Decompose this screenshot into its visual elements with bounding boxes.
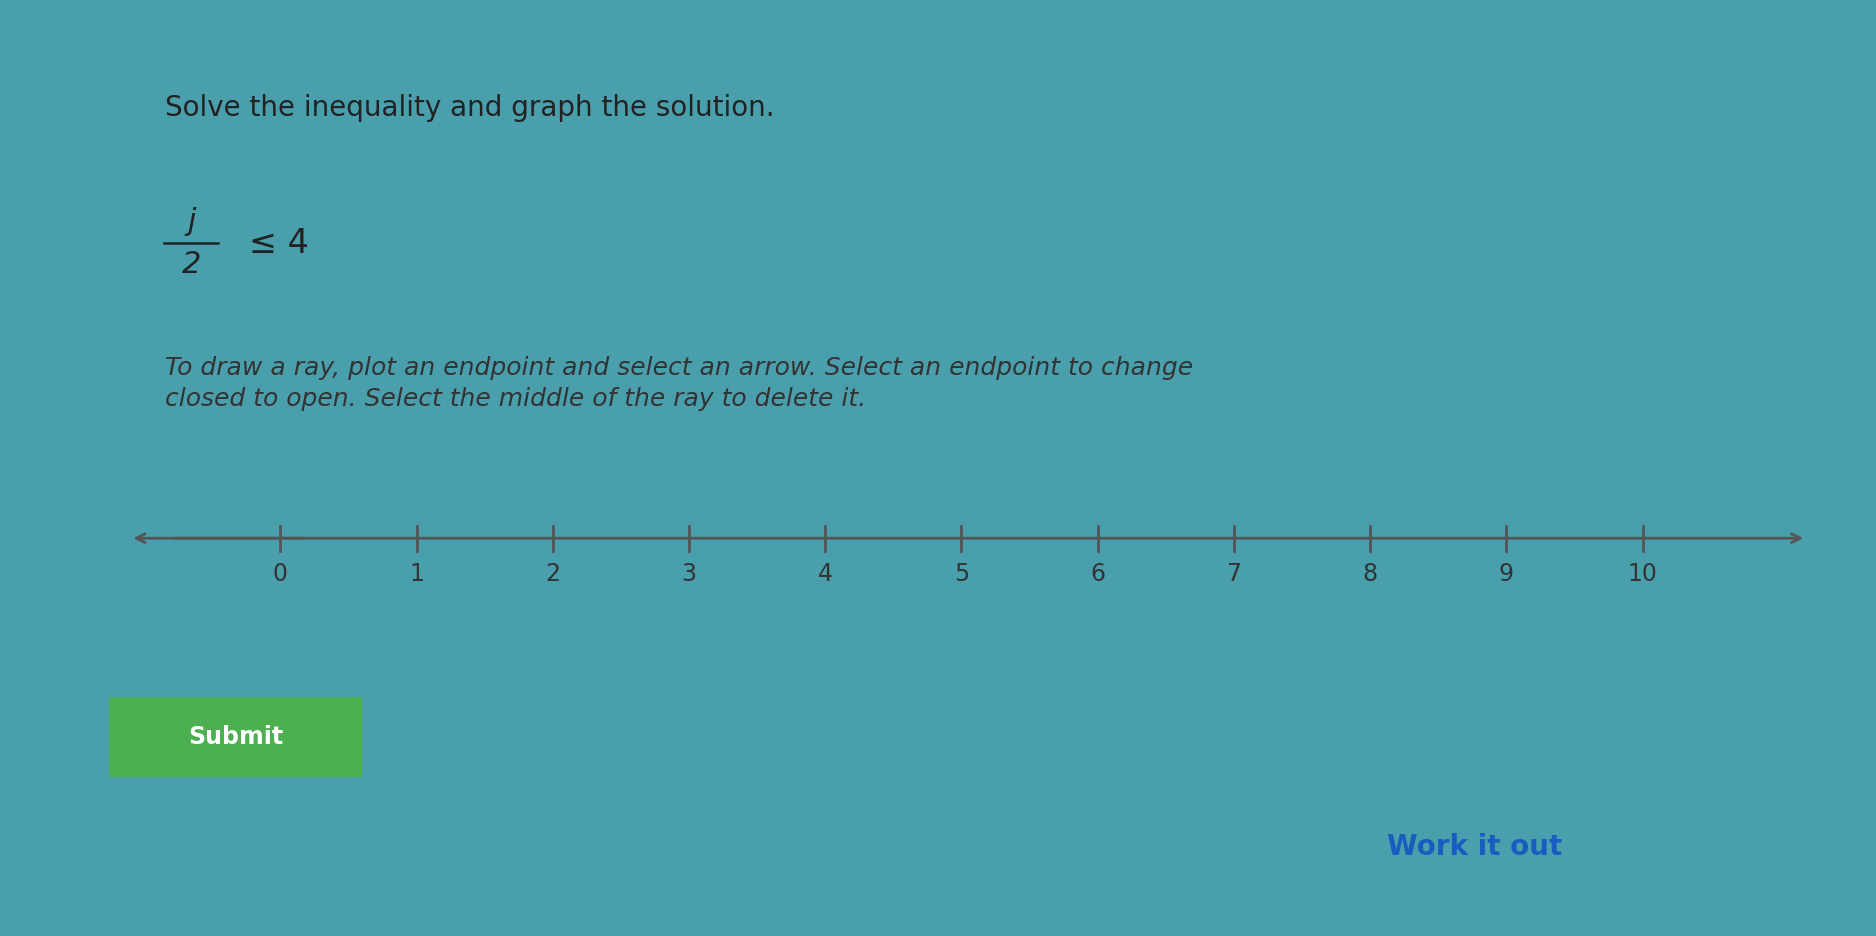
Text: 8: 8 <box>1362 562 1377 586</box>
FancyBboxPatch shape <box>94 693 377 782</box>
Text: 2: 2 <box>546 562 561 586</box>
Text: 6: 6 <box>1090 562 1105 586</box>
Text: 3: 3 <box>681 562 696 586</box>
Text: 7: 7 <box>1227 562 1242 586</box>
Text: 1: 1 <box>409 562 424 586</box>
Text: To draw a ray, plot an endpoint and select an arrow. Select an endpoint to chang: To draw a ray, plot an endpoint and sele… <box>165 356 1193 411</box>
Text: j: j <box>188 208 195 236</box>
Text: ≤ 4: ≤ 4 <box>250 227 310 260</box>
Text: 5: 5 <box>953 562 970 586</box>
Text: 2: 2 <box>182 250 201 279</box>
Text: 0: 0 <box>272 562 287 586</box>
Text: 4: 4 <box>818 562 833 586</box>
Text: Submit: Submit <box>188 725 283 749</box>
Text: 9: 9 <box>1499 562 1514 586</box>
Text: Solve the inequality and graph the solution.: Solve the inequality and graph the solut… <box>165 94 775 122</box>
Text: Work it out: Work it out <box>1386 833 1563 861</box>
Text: 10: 10 <box>1628 562 1658 586</box>
